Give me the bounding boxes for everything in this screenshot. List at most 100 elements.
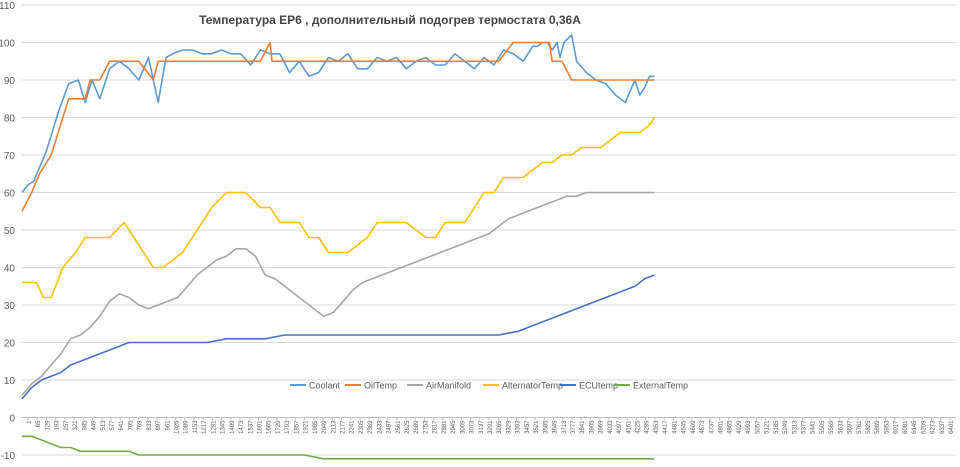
y-tick-label: 50 [4,226,16,237]
x-tick-label: 257 [64,420,70,431]
x-tick-label: 5761 [857,420,863,434]
x-tick-label: 449 [92,420,98,431]
x-tick-label: 1665 [267,420,273,434]
x-tick-label: 4929 [737,420,743,434]
x-tick-label: 1985 [313,420,319,434]
x-tick-label: 3009 [460,420,466,434]
x-tick-label: 3905 [589,420,595,434]
x-tick-label: 4801 [719,420,725,434]
chart-title: Температура ЕР6 , дополнительный подогре… [199,13,581,27]
x-tick-label: 1345 [221,420,227,434]
x-tick-label: 5441 [811,420,817,434]
x-tick-label: 1921 [304,420,310,434]
x-tick-label: 3713 [562,420,568,434]
x-tick-label: 641 [119,420,125,431]
series-line-alternatortemp [22,117,656,299]
legend-item-alternatortemp: AlternatorTemp [483,381,563,391]
x-tick-label: 2305 [359,420,365,434]
series-line-ecutemp [21,274,655,400]
x-tick-label: 4737 [709,420,715,434]
y-tick-label: 10 [4,376,16,387]
x-tick-label: 4865 [728,420,734,434]
series-line-oiltemp [21,41,655,212]
y-tick-label: -10 [1,451,16,462]
x-tick-label: 5953 [884,420,890,434]
x-tick-label: 4033 [608,420,614,434]
x-tick-label: 6273 [931,420,937,434]
x-tick-label: 5825 [866,420,872,434]
x-tick-label: 6017 [894,420,900,434]
legend-item-coolant: Coolant [290,381,341,391]
legend-item-ecutemp: ECUtemp [560,381,618,391]
x-tick-label: 5697 [848,420,854,434]
x-tick-label: 2049 [322,420,328,434]
x-tick-label: 2369 [368,420,374,434]
x-tick-labels: 1 65 129 193 257 321 385 449 513 577 641 705 769 833 8… [27,417,955,434]
x-tick-label: 5569 [829,420,835,434]
x-tick-label: 5633 [838,420,844,434]
x-tick-label: 3265 [497,420,503,434]
x-tick-label: 2945 [451,420,457,434]
y-tick-label: 110 [0,1,15,12]
x-tick-label: 769 [138,420,144,431]
x-tick-label: 129 [45,420,51,431]
x-tick-label: 1025 [175,420,181,434]
legend: Coolant OilTemp AirManifold AlternatorTemp E… [290,381,688,391]
x-tick-label: 1601 [258,420,264,434]
legend-label: Coolant [309,381,341,391]
legend-item-oiltemp: OilTemp [345,381,397,391]
x-tick-label: 4993 [746,420,752,434]
x-tick-label: 577 [110,420,116,431]
x-tick-label: 2433 [377,420,383,434]
x-tick-label: 2561 [396,420,402,434]
x-tick-label: 6081 [903,420,909,434]
x-tick-label: 705 [128,420,134,431]
x-tick-label: 2497 [387,420,393,434]
x-tick-label: 4289 [645,420,651,434]
legend-item-externaltemp: ExternalTemp [614,381,688,391]
y-tick-label: 100 [0,39,15,50]
y-tick-label: 60 [4,189,16,200]
legend-label: ExternalTemp [633,381,688,391]
x-tick-label: 5377 [801,420,807,434]
x-tick-label: 2625 [405,420,411,434]
legend-label: AirManifold [426,381,471,391]
x-tick-label: 2689 [414,420,420,434]
x-tick-label: 3649 [553,420,559,434]
y-tick-labels: -10 0 10 20 30 40 50 60 70 80 90 100 110 [0,1,15,462]
x-tick-label: 4609 [691,420,697,434]
x-tick-label: 3073 [470,420,476,434]
x-tick-label: 385 [82,420,88,431]
x-tick-label: 5249 [783,420,789,434]
series-line-coolant [21,34,655,193]
y-tick-label: 40 [4,264,16,275]
x-tick-label: 3329 [506,420,512,434]
x-tick-label: 4417 [663,420,669,434]
x-tick-label: 961 [165,420,171,431]
x-tick-label: 3201 [488,420,494,434]
x-tick-label: 3777 [571,420,577,434]
x-tick-label: 4225 [636,420,642,434]
legend-item-airmanifold: AirManifold [407,381,471,391]
y-tick-label: 80 [4,114,16,125]
series-line-airmanifold [21,191,655,396]
x-tick-label: 4097 [617,420,623,434]
x-tick-label: 193 [55,420,61,431]
legend-label: OilTemp [364,381,397,391]
x-tick-label: 3393 [516,420,522,434]
legend-label: AlternatorTemp [502,381,563,391]
x-tick-label: 2881 [442,420,448,434]
y-tick-label: 70 [4,151,16,162]
x-tick-label: 897 [156,420,162,431]
x-tick-label: 1217 [202,420,208,434]
x-tick-label: 4161 [626,420,632,434]
x-tick-label: 5057 [755,420,761,434]
legend-label: ECUtemp [579,381,618,391]
x-tick-label: 3457 [525,420,531,434]
x-tick-label: 2817 [433,420,439,434]
x-tick-label: 1793 [285,420,291,434]
x-tick-label: 4353 [654,420,660,434]
series-line-externaltemp [22,435,655,460]
